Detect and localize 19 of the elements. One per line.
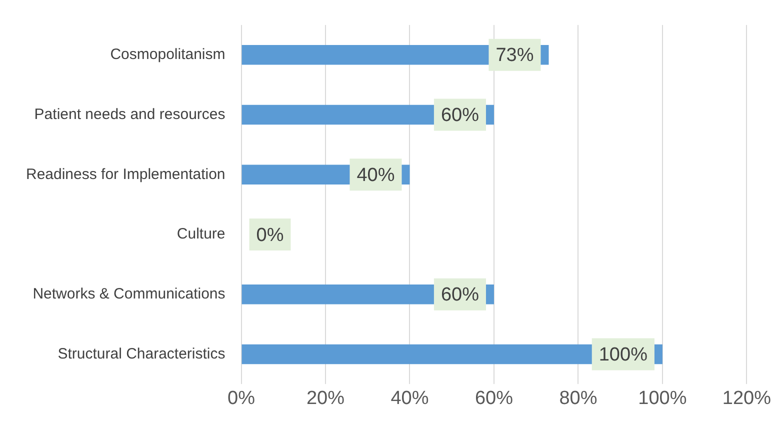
x-tick-label: 80% bbox=[559, 388, 598, 409]
data-label: 60% bbox=[440, 105, 480, 126]
x-tick-label: 60% bbox=[474, 388, 514, 409]
data-label: 0% bbox=[256, 224, 284, 246]
y-tick-label: Networks & Communications bbox=[32, 286, 226, 303]
y-tick-label: Patient needs and resources bbox=[34, 106, 226, 123]
y-tick-label: Cosmopolitanism bbox=[110, 46, 226, 64]
x-tick-label: 0% bbox=[228, 388, 256, 409]
x-tick-label: 120% bbox=[722, 388, 772, 409]
y-tick-label: Structural Characteristics bbox=[58, 345, 226, 362]
data-label: 40% bbox=[356, 164, 395, 186]
data-label: 60% bbox=[440, 284, 480, 306]
y-tick-label: Culture bbox=[176, 226, 226, 243]
x-tick-label: 100% bbox=[638, 388, 687, 409]
y-tick-label: Readiness for Implementation bbox=[26, 166, 226, 183]
x-tick-label: 40% bbox=[390, 388, 429, 409]
x-tick-label: 20% bbox=[306, 388, 345, 409]
data-label: 100% bbox=[598, 344, 648, 366]
data-label: 73% bbox=[496, 45, 534, 66]
